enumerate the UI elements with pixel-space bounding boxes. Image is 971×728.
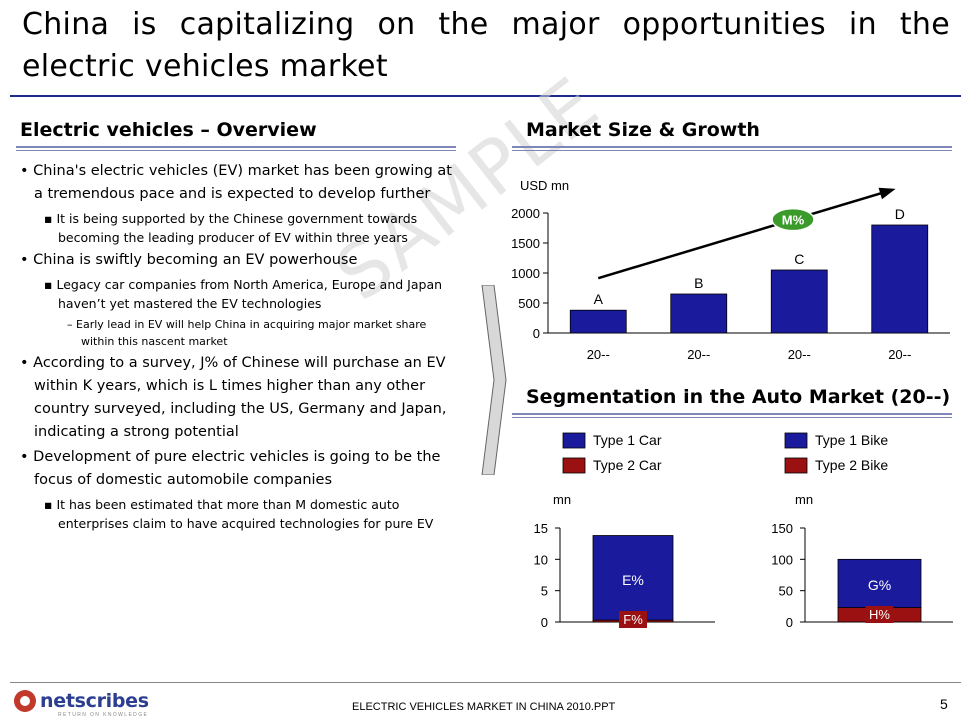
bike-segmentation-chart: Type 1 Bike Type 2 Bike mn 0 50 100 150 H% G%	[771, 432, 953, 630]
y-tick-label: 15	[534, 521, 548, 536]
legend-swatch	[784, 432, 808, 449]
x-tick-label: 20--	[888, 347, 911, 362]
y-tick-label: 5	[541, 584, 548, 599]
segmentation-heading: Segmentation in the Auto Market (20--)	[526, 386, 951, 408]
bar-label: D	[895, 206, 905, 222]
logo-text: netscribes	[40, 690, 149, 712]
bullet-glyph: •	[20, 355, 34, 371]
bullet-item: ▪ It has been estimated that more than M…	[20, 495, 460, 533]
bar	[670, 293, 728, 334]
bar	[871, 224, 929, 334]
x-tick-label: 20--	[687, 347, 710, 362]
page-number: 5	[940, 696, 948, 712]
bar-label-bg	[865, 606, 894, 623]
bullet-glyph: ▪	[44, 277, 57, 292]
title-divider	[10, 95, 961, 97]
y-tick-label: 100	[771, 552, 793, 567]
legend-swatch	[562, 457, 586, 474]
bar-label: A	[594, 291, 604, 307]
bar-segment	[592, 535, 674, 621]
y-axis-label: mn	[553, 492, 571, 507]
bullet-item: ▪ Legacy car companies from North Americ…	[20, 275, 460, 313]
growth-label: M%	[782, 213, 805, 228]
bar-label: H%	[869, 607, 890, 622]
y-tick-label: 10	[534, 552, 548, 567]
bullet-item: • China is swiftly becoming an EV powerh…	[20, 249, 460, 272]
bullet-text: It has been estimated that more than M d…	[56, 497, 434, 531]
y-tick-label: 0	[541, 615, 548, 630]
overview-heading-rule	[16, 146, 456, 151]
bullet-item: • China's electric vehicles (EV) market …	[20, 160, 460, 206]
bullet-item: • Development of pure electric vehicles …	[20, 446, 460, 492]
footer-divider	[10, 682, 961, 683]
x-tick-label: 20--	[587, 347, 610, 362]
bullet-text: Early lead in EV will help China in acqu…	[76, 318, 427, 348]
bar	[569, 309, 627, 334]
bullet-glyph: ▪	[44, 211, 57, 226]
y-axis-label: USD mn	[520, 178, 569, 193]
bullet-item: ▪ It is being supported by the Chinese g…	[20, 209, 460, 247]
x-tick-label: 20--	[788, 347, 811, 362]
bullet-text: Legacy car companies from North America,…	[56, 277, 443, 311]
bar-label: C	[794, 251, 804, 267]
logo-tagline: RETURN ON KNOWLEDGE	[58, 712, 149, 718]
bar-label: F%	[623, 612, 643, 627]
bar-label: E%	[622, 572, 644, 588]
y-tick-label: 150	[771, 521, 793, 536]
car-segmentation-chart: Type 1 Car Type 2 Car mn 0 5 10 15 F% E%	[534, 432, 715, 630]
slide-title: China is capitalizing on the major oppor…	[22, 7, 950, 84]
growth-arrow-head-icon	[878, 187, 896, 200]
bullet-text: China is swiftly becoming an EV powerhou…	[33, 252, 358, 268]
y-tick-label: 0	[786, 615, 793, 630]
y-tick-label: 50	[779, 584, 793, 599]
bar-label-bg	[619, 611, 647, 628]
logo-mark-icon	[14, 690, 36, 712]
bullet-text: It is being supported by the Chinese gov…	[56, 211, 418, 245]
segmentation-heading-rule	[512, 413, 952, 418]
legend-swatch	[784, 457, 808, 474]
bullet-glyph: •	[20, 163, 34, 179]
y-tick-label: 2000	[511, 206, 540, 221]
bullet-text: China's electric vehicles (EV) market ha…	[33, 163, 452, 202]
legend-label: Type 2 Bike	[815, 457, 888, 473]
bar-label: G%	[868, 577, 891, 593]
y-tick-label: 500	[518, 296, 540, 311]
bullet-glyph: ▪	[44, 497, 57, 512]
overview-heading: Electric vehicles – Overview	[20, 119, 317, 141]
netscribes-logo: netscribes RETURN ON KNOWLEDGE	[14, 690, 149, 718]
market-size-chart: USD mn 0 500 1000 1500 2000 A 20-- B 20-- C 20-- D 20…	[511, 178, 950, 362]
bullet-item: – Early lead in EV will help China in ac…	[20, 316, 460, 350]
footer-file-name: ELECTRIC VEHICLES MARKET IN CHINA 2010.P…	[352, 701, 616, 713]
growth-arrow-line	[597, 188, 893, 280]
y-tick-label: 1500	[511, 236, 540, 251]
y-tick-label: 0	[533, 326, 540, 341]
bar-label: B	[694, 275, 703, 291]
legend-label: Type 1 Bike	[815, 432, 888, 448]
bullet-glyph: –	[67, 318, 76, 331]
market-heading: Market Size & Growth	[526, 119, 760, 141]
market-heading-rule	[512, 146, 952, 151]
y-tick-label: 1000	[511, 266, 540, 281]
legend-label: Type 1 Car	[593, 432, 662, 448]
bullet-item: • According to a survey, J% of Chinese w…	[20, 352, 460, 444]
legend-label: Type 2 Car	[593, 457, 662, 473]
growth-badge	[771, 207, 815, 232]
y-axis-label: mn	[795, 492, 813, 507]
legend-swatch	[562, 432, 586, 449]
chevron-divider	[481, 285, 507, 475]
overview-bullet-list: • China's electric vehicles (EV) market …	[20, 158, 460, 533]
bullet-text: Development of pure electric vehicles is…	[33, 449, 441, 488]
bullet-text: According to a survey, J% of Chinese wil…	[33, 355, 447, 440]
bar	[770, 269, 828, 334]
bullet-glyph: •	[20, 449, 34, 465]
bullet-glyph: •	[20, 252, 34, 268]
